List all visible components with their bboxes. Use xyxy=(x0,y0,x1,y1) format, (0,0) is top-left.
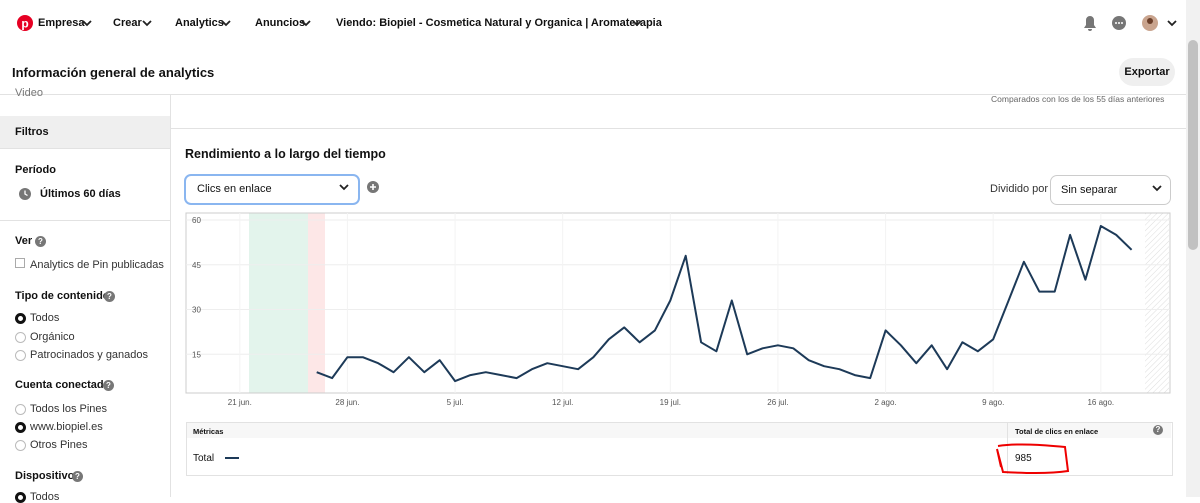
metric-select[interactable]: Clics en enlace xyxy=(184,174,360,205)
data-line xyxy=(316,225,1133,383)
nav-item[interactable]: Empresa xyxy=(38,17,85,29)
highlight-band xyxy=(249,213,308,393)
filters-band xyxy=(0,116,170,148)
nav-item[interactable]: Anuncios xyxy=(255,17,306,29)
x-tick-label: 26 jul. xyxy=(767,398,788,407)
split-label: Dividido por xyxy=(990,183,1049,195)
filters-title: Filtros xyxy=(15,126,49,138)
pinterest-logo[interactable]: p xyxy=(17,15,33,31)
device-option[interactable]: Todos xyxy=(30,491,60,503)
divider xyxy=(170,94,171,497)
legend-swatch xyxy=(225,457,239,459)
x-tick-label: 16 ago. xyxy=(1087,398,1114,407)
view-option[interactable]: Analytics de Pin publicadas xyxy=(30,259,164,271)
radio[interactable] xyxy=(15,332,26,343)
x-tick-label: 12 jul. xyxy=(552,398,573,407)
radio[interactable] xyxy=(15,404,26,415)
nav-item[interactable]: Analytics xyxy=(175,17,224,29)
comparison-note: Comparados con los de los 55 días anteri… xyxy=(991,94,1165,104)
total-value: 985 xyxy=(1015,453,1032,464)
clock-icon xyxy=(19,188,31,200)
y-tick-label: 15 xyxy=(192,350,201,359)
help-icon[interactable]: ? xyxy=(35,236,46,247)
table-header-cell: Métricas xyxy=(193,427,224,436)
account-option[interactable]: www.biopiel.es xyxy=(30,421,103,433)
help-icon[interactable]: ? xyxy=(104,291,115,302)
sidebar-item[interactable]: Video xyxy=(15,88,43,99)
page-title: Información general de analytics xyxy=(12,65,215,80)
row-label: Total xyxy=(193,453,215,464)
radio[interactable] xyxy=(15,422,26,433)
account-option[interactable]: Otros Pines xyxy=(30,439,88,451)
svg-text:p: p xyxy=(21,17,28,31)
checkbox[interactable] xyxy=(15,258,25,268)
x-tick-label: 2 ago. xyxy=(874,398,896,407)
scrollbar-thumb[interactable] xyxy=(1188,40,1198,250)
content-option[interactable]: Patrocinados y ganados xyxy=(30,349,149,361)
radio[interactable] xyxy=(15,350,26,361)
red-annotation xyxy=(996,443,1070,474)
divider xyxy=(1007,423,1008,474)
metric-select-text: Clics en enlace xyxy=(197,183,272,195)
nav-item[interactable]: Crear xyxy=(113,17,142,29)
export-button[interactable]: Exportar xyxy=(1119,58,1175,86)
radio[interactable] xyxy=(15,492,26,503)
x-tick-label: 28 jun. xyxy=(335,398,359,407)
top-nav: p Empresa Crear Analytics Anuncios Viend… xyxy=(0,0,1186,47)
chevron xyxy=(339,184,349,191)
view-title: Ver xyxy=(15,235,33,247)
nav-icons xyxy=(82,15,1177,31)
radio[interactable] xyxy=(15,440,26,451)
chevron xyxy=(1152,185,1162,192)
nav-item[interactable]: Viendo: Biopiel - Cosmetica Natural y Or… xyxy=(336,17,662,29)
x-tick-label: 19 jul. xyxy=(660,398,681,407)
x-tick-label: 9 ago. xyxy=(982,398,1004,407)
chart-title: Rendimiento a lo largo del tiempo xyxy=(185,147,386,161)
table-header-cell: Total de clics en enlace xyxy=(1015,427,1099,436)
radio[interactable] xyxy=(15,313,26,324)
y-tick-label: 45 xyxy=(192,261,201,270)
account-title: Cuenta conectada xyxy=(15,379,110,391)
split-select-text: Sin separar xyxy=(1061,184,1118,196)
x-tick-label: 21 jun. xyxy=(228,398,252,407)
device-title: Dispositivo xyxy=(15,470,75,482)
sidebar-item-text: Video xyxy=(15,88,43,99)
chart: 15 30 45 60 21 jun. 28 jun. 5 jul. 12 jul. 19 ju… xyxy=(185,212,1171,407)
split-select[interactable]: Sin separar xyxy=(1050,175,1171,205)
content-title: Tipo de contenido xyxy=(15,290,110,302)
help-icon[interactable]: ? xyxy=(1153,425,1163,435)
account-option[interactable]: Todos los Pines xyxy=(30,403,108,415)
plot-border xyxy=(185,212,1171,394)
add-metric[interactable] xyxy=(367,181,379,193)
period-title: Período xyxy=(15,164,56,176)
content-option[interactable]: Todos xyxy=(30,312,60,324)
period-value[interactable]: Últimos 60 días xyxy=(40,188,121,200)
table-header xyxy=(187,423,1171,438)
y-tick-label: 60 xyxy=(192,216,201,225)
y-tick-label: 30 xyxy=(192,306,201,315)
content-option[interactable]: Orgánico xyxy=(30,331,75,343)
metrics-table xyxy=(186,422,1173,476)
x-tick-label: 5 jul. xyxy=(447,398,464,407)
help-icon[interactable]: ? xyxy=(103,380,114,391)
future-area xyxy=(1145,213,1169,393)
highlight-band xyxy=(308,213,325,393)
help-icon[interactable]: ? xyxy=(72,471,83,482)
